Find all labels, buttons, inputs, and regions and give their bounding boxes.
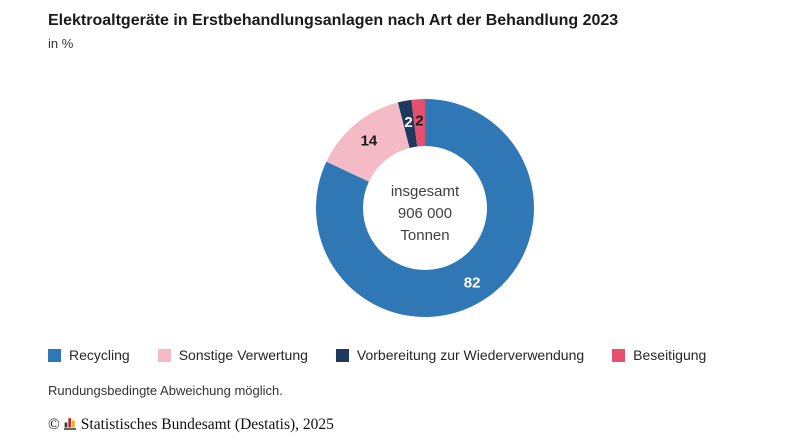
chart-title: Elektroaltgeräte in Erstbehandlungsanlag…: [48, 12, 619, 29]
legend-swatch-sonstige-verwertung: [157, 348, 171, 362]
copyright-line: © Statistisches Bundesamt (Destatis), 20…: [48, 416, 334, 434]
legend-swatch-vorbereitung-zur-wiederverwendung: [335, 348, 349, 362]
center-label-line2: 906 000: [397, 205, 453, 222]
legend-swatch-recycling: [48, 348, 61, 362]
slice-value-label-recycling: 82: [464, 275, 481, 292]
legend-item-recycling: Recycling: [48, 347, 130, 363]
destatis-logo-icon: [63, 418, 76, 430]
legend-label-sonstige-verwertung: Sonstige Verwertung: [178, 347, 308, 363]
donut-segment-sonstige-verwertung: [326, 102, 410, 182]
center-label-line3: Tonnen: [400, 227, 450, 244]
legend-label-vorbereitung-zur-wiederverwendung: Vorbereitung zur Wiederverwendung: [356, 347, 585, 363]
donut-center-label: insgesamt 906 000 Tonnen: [365, 181, 485, 247]
legend-item-sonstige-verwertung: Sonstige Verwertung: [157, 347, 308, 363]
slice-value-label-beseitigung: 2: [415, 112, 423, 129]
slice-value-label-vorbereitung-zur-wiederverwendung: 2: [404, 114, 412, 131]
legend-label-beseitigung: Beseitigung: [633, 347, 707, 363]
copyright-symbol: ©: [48, 416, 60, 433]
donut-chart: 82 14 2 2: [316, 99, 534, 317]
chart-legend: Recycling Sonstige Verwertung Vorbereitu…: [48, 347, 706, 363]
center-label-line1: insgesamt: [390, 183, 460, 200]
footnote: Rundungsbedingte Abweichung möglich.: [48, 383, 283, 398]
legend-label-recycling: Recycling: [69, 347, 130, 363]
copyright-text: Statistisches Bundesamt (Destatis), 2025: [80, 416, 334, 433]
chart-unit-label: in %: [48, 36, 74, 51]
slice-value-label-sonstige-verwertung: 14: [361, 132, 378, 149]
legend-item-vorbereitung-zur-wiederverwendung: Vorbereitung zur Wiederverwendung: [335, 347, 585, 363]
donut-segment-vorbereitung-zur-wiederverwendung: [397, 99, 418, 148]
donut-segment-beseitigung: [411, 99, 425, 147]
legend-item-beseitigung: Beseitigung: [612, 347, 706, 363]
donut-segment-recycling: [316, 99, 534, 317]
legend-swatch-beseitigung: [612, 348, 626, 362]
